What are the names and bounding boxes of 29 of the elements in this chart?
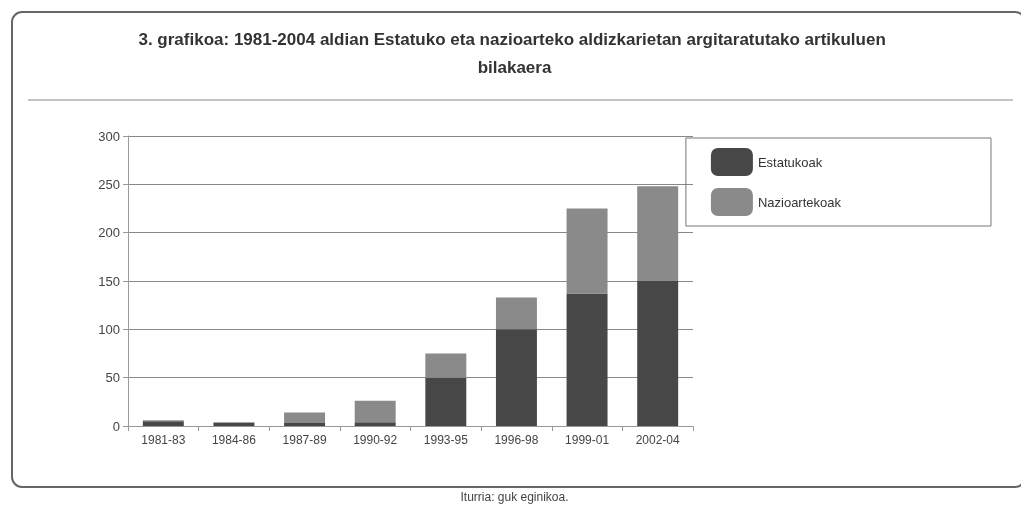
text: Iturria: guk eginikoa. <box>460 490 569 504</box>
x-tick-label: 1996-98 <box>494 433 539 447</box>
y-tick-label: 250 <box>98 176 120 192</box>
bar <box>142 421 184 426</box>
x-tick-label: 1990-92 <box>353 433 398 447</box>
x-tick-label: 1999-01 <box>565 433 610 447</box>
bar <box>284 423 326 426</box>
x-tick-label: 1981-83 <box>141 433 186 447</box>
bar <box>354 422 396 426</box>
y-tick-label: 150 <box>98 273 120 289</box>
legend-label: Estatukoak <box>757 154 823 170</box>
chart-title: 3. grafikoa: 1981-2004 aldian Estatuko eta nazioarteko aldizkarietan argitaratutako artikuluen bilakaera <box>138 29 891 77</box>
bar <box>425 377 467 426</box>
bar <box>495 297 537 330</box>
y-tick-label: 50 <box>105 370 120 386</box>
x-tick-label: 1984-86 <box>211 433 257 447</box>
y-tick-label: 300 <box>98 128 120 144</box>
y-tick-label: 200 <box>98 225 120 241</box>
y-tick-label: 100 <box>98 321 120 337</box>
bar <box>637 281 679 426</box>
bar <box>354 400 396 423</box>
y-tick-label: 0 <box>112 418 120 434</box>
legend-label: Nazioartekoak <box>757 194 842 210</box>
bar <box>566 293 608 426</box>
bar <box>284 412 326 424</box>
x-tick-label: 2002-04 <box>635 433 681 447</box>
x-tick-label: 1993-95 <box>423 433 469 447</box>
x-tick-label: 1987-89 <box>282 433 327 447</box>
bar <box>495 329 537 426</box>
